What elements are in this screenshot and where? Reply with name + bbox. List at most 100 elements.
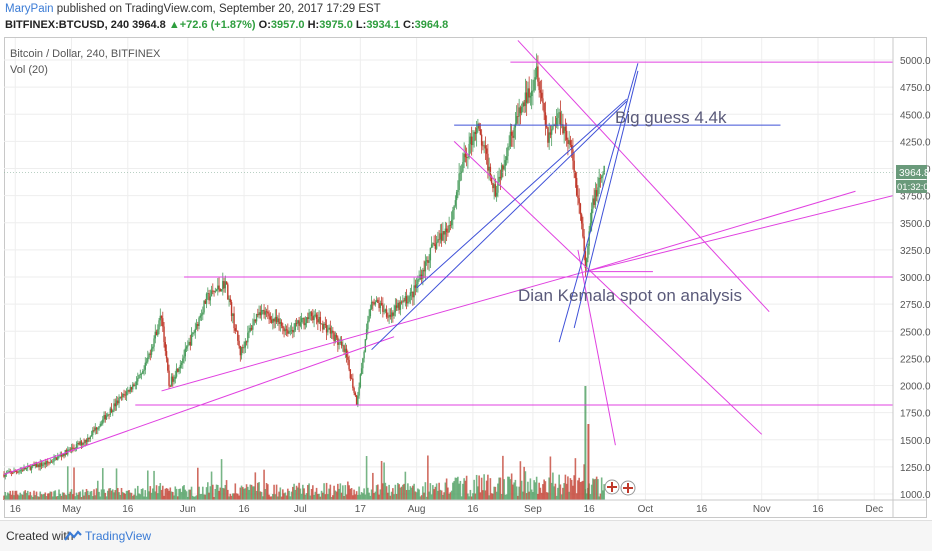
candle-body — [154, 331, 156, 339]
volume-bar — [178, 488, 180, 500]
open-label: O: — [258, 19, 271, 31]
volume-bar — [348, 485, 350, 500]
candle-body — [378, 302, 380, 309]
candle-body — [143, 369, 145, 372]
candle-body — [482, 145, 484, 147]
volume-bar — [120, 487, 123, 500]
volume-bar — [35, 491, 38, 500]
volume-bar — [123, 492, 125, 500]
volume-bar — [582, 480, 584, 500]
candle-body — [528, 88, 530, 98]
volume-bar — [512, 484, 514, 500]
price-axis[interactable]: 5000.04750.04500.04250.04000.03750.03500… — [892, 38, 931, 518]
trendline-magenta — [585, 195, 894, 273]
candle-body — [29, 466, 31, 470]
volume-bar — [420, 495, 423, 500]
candle-body — [504, 160, 507, 166]
candle-body — [194, 328, 197, 333]
volume-bar — [30, 495, 33, 500]
tradingview-brand-link[interactable]: TradingView — [85, 529, 152, 543]
candle-body — [437, 239, 439, 243]
volume-bar — [20, 494, 23, 500]
volume-bar — [259, 491, 262, 500]
candles — [3, 53, 605, 480]
volume-bar — [26, 490, 29, 500]
candle-body — [52, 461, 54, 463]
annotation-dian[interactable]: Dian Kemala spot on analysis — [518, 286, 742, 305]
volume-bar — [573, 475, 575, 500]
author-link[interactable]: MaryPain — [5, 3, 54, 15]
price-tick-label: 3500.0 — [900, 219, 931, 230]
candle-body — [173, 378, 175, 382]
volume-bar — [357, 494, 359, 500]
volume-bar — [363, 488, 365, 500]
volume-bar — [450, 490, 453, 500]
annotation-big-guess[interactable]: Big guess 4.4k — [615, 108, 727, 127]
candle-body — [128, 390, 130, 392]
volume-bar — [41, 494, 44, 500]
candle-body — [512, 135, 514, 138]
volume-bar — [547, 492, 549, 500]
volume-bar — [45, 496, 48, 500]
candle-body — [280, 321, 283, 326]
volume-bar — [592, 478, 594, 500]
volume-bar — [71, 494, 74, 500]
volume-bar — [388, 484, 390, 500]
time-axis[interactable]: 16 May 16 Jun 16 Jul 17 Aug 16 Sep 16 Oct 16 Nov 16 Dec — [4, 499, 927, 515]
candle-body — [148, 353, 150, 358]
candle-body — [497, 181, 499, 193]
candle-body — [224, 281, 227, 289]
candle-body — [237, 331, 239, 341]
volume-bar — [332, 495, 334, 500]
candle-body — [407, 301, 409, 304]
candle-body — [270, 319, 273, 323]
candle-body — [60, 454, 63, 457]
volume-bar — [96, 480, 99, 500]
candle-body — [68, 449, 70, 451]
volume-bar — [445, 478, 448, 500]
volume-bar — [469, 489, 472, 500]
volume-bar — [394, 484, 397, 500]
candle-body — [204, 300, 207, 304]
volume-bar — [111, 489, 114, 500]
volume-bar — [159, 483, 162, 500]
volume-spike — [584, 386, 587, 500]
candle-body — [279, 321, 282, 324]
drawing-lines[interactable] — [3, 40, 894, 475]
volume-bar — [234, 483, 237, 500]
volume-bar — [133, 494, 135, 500]
volume-bar — [497, 483, 499, 500]
candle-body — [145, 361, 148, 363]
candle-body — [542, 98, 544, 103]
candle-body — [88, 437, 90, 439]
candle-body — [298, 320, 300, 326]
candle-body — [345, 348, 348, 358]
candle-body — [34, 463, 36, 466]
volume-bar — [81, 489, 84, 500]
candle-body — [168, 370, 170, 386]
candle-body — [327, 329, 329, 333]
price-chart[interactable]: 5000.04750.04500.04250.04000.03750.03500… — [0, 0, 932, 520]
candle-body — [502, 165, 504, 170]
candle-body — [43, 462, 45, 465]
candle-body — [229, 298, 232, 303]
volume-bar — [597, 479, 599, 500]
candle-body — [519, 107, 522, 114]
volume-bar — [80, 496, 83, 500]
volume-bar — [579, 482, 582, 500]
volume-bar — [235, 493, 238, 500]
low-value: 3934.1 — [366, 19, 400, 31]
volume-bar — [557, 487, 559, 500]
publish-header: MaryPain published on TradingView.com, S… — [0, 0, 932, 36]
candle-body — [214, 291, 217, 293]
candle-body — [120, 396, 123, 398]
volume-bar — [203, 494, 205, 500]
candle-body — [250, 327, 253, 330]
volume-bar — [533, 480, 535, 500]
event-flags[interactable] — [604, 479, 636, 496]
volume-bar — [345, 494, 348, 500]
candle-body — [417, 279, 419, 285]
candle-body — [467, 157, 469, 158]
candle-body — [415, 284, 418, 288]
volume-bar — [315, 487, 318, 500]
